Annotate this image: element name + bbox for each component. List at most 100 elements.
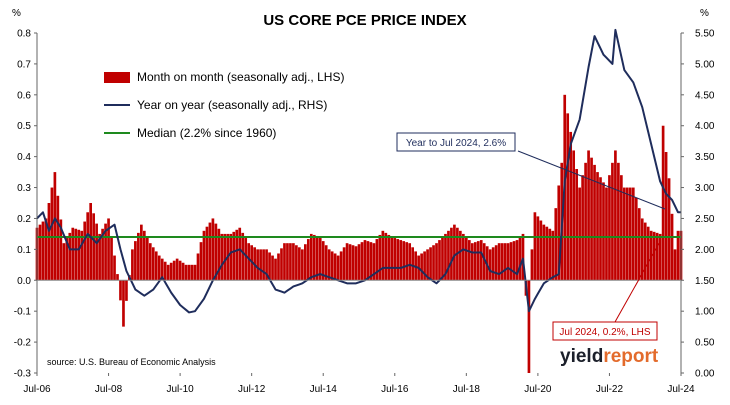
- mom-bars: [35, 94, 683, 373]
- mom-bar: [280, 248, 283, 281]
- mom-bar: [596, 172, 599, 281]
- left-tick-label: 0.7: [17, 59, 31, 70]
- mom-bar: [77, 229, 81, 281]
- mom-bar: [71, 227, 75, 281]
- mom-bar: [363, 240, 367, 281]
- mom-bar: [515, 240, 519, 281]
- mom-bar: [145, 237, 149, 281]
- mom-bar: [482, 243, 486, 281]
- mom-bar: [518, 237, 522, 281]
- callouts: Year to Jul 2024, 2.6% Jul 2024, 0.2%, L…: [396, 132, 666, 341]
- left-tick-label: 0.5: [17, 121, 31, 132]
- mom-bar: [140, 224, 143, 281]
- mom-bar: [506, 243, 510, 281]
- left-tick-label: 0.0: [17, 276, 31, 287]
- logo-part-report: report: [603, 346, 659, 367]
- mom-bar: [608, 175, 611, 281]
- left-tick-label: -0.1: [14, 307, 32, 318]
- mom-bar: [646, 226, 650, 281]
- mom-bar: [366, 241, 370, 281]
- mom-callout-leader: [614, 241, 661, 323]
- mom-bar: [652, 231, 656, 281]
- mom-bar: [178, 260, 182, 281]
- right-tick-label: 1.50: [695, 276, 715, 287]
- logo-part-yield: yield: [560, 346, 603, 367]
- mom-bar: [637, 208, 641, 281]
- mom-bar: [467, 240, 471, 281]
- mom-bar: [503, 243, 507, 281]
- mom-bar: [235, 229, 239, 281]
- mom-bar: [44, 218, 48, 281]
- mom-bar: [92, 213, 95, 281]
- mom-bar: [655, 232, 659, 281]
- mom-bar: [372, 243, 376, 281]
- mom-bar: [473, 242, 477, 281]
- mom-bar: [411, 247, 414, 281]
- mom-bar: [68, 232, 72, 281]
- mom-bar: [575, 169, 578, 281]
- mom-bar: [429, 247, 432, 281]
- mom-bar: [202, 230, 206, 281]
- mom-bar: [494, 245, 498, 281]
- mom-bar: [59, 219, 63, 281]
- mom-bar: [163, 261, 167, 281]
- mom-bar: [626, 187, 629, 281]
- mom-bar: [581, 175, 584, 281]
- mom-bar: [265, 249, 268, 281]
- mom-bar: [643, 222, 647, 281]
- legend-swatch-mom: [104, 72, 130, 83]
- mom-bar: [587, 150, 590, 281]
- mom-bar: [521, 233, 525, 281]
- mom-bar: [41, 221, 45, 281]
- mom-bar: [143, 230, 146, 281]
- mom-bar: [113, 255, 116, 281]
- mom-bar: [605, 187, 608, 281]
- mom-bar: [104, 223, 107, 281]
- mom-bar: [432, 245, 435, 281]
- mom-bar: [220, 233, 224, 281]
- source-note: source: U.S. Bureau of Economic Analysis: [47, 357, 216, 367]
- mom-bar: [187, 264, 191, 281]
- left-tick-label: -0.3: [14, 369, 32, 380]
- mom-bar: [399, 240, 403, 281]
- mom-bar: [318, 237, 322, 281]
- mom-bar: [247, 243, 251, 281]
- mom-bar: [462, 233, 465, 281]
- mom-bar: [530, 249, 534, 281]
- mom-bar: [453, 224, 456, 281]
- mom-bar: [614, 150, 617, 281]
- mom-bar: [649, 230, 653, 281]
- mom-bar: [292, 243, 295, 281]
- mom-bar: [333, 253, 337, 281]
- right-tick-label: 0.50: [695, 338, 715, 349]
- mom-bar: [125, 280, 128, 301]
- mom-bar: [658, 233, 662, 281]
- mom-callout-label: Jul 2024, 0.2%, LHS: [559, 327, 650, 338]
- right-tick-label: 2.50: [695, 214, 715, 225]
- mom-bar: [664, 152, 668, 281]
- x-tick-label: Jul-22: [596, 384, 624, 395]
- mom-bar: [298, 247, 301, 281]
- mom-bar: [402, 241, 406, 281]
- mom-bar: [336, 255, 340, 281]
- mom-bar: [154, 251, 158, 281]
- mom-bar: [539, 220, 543, 281]
- mom-bar: [62, 243, 66, 281]
- axes: -0.3 -0.2 -0.1 0.0 0.1 0.2 0.3 0.4 0.5 0.6 0.7 0.8 0…: [14, 29, 715, 396]
- mom-bar: [315, 235, 319, 281]
- mom-bar: [95, 223, 98, 281]
- mom-bar: [593, 164, 596, 281]
- mom-bar: [545, 226, 549, 281]
- mom-bar: [476, 241, 480, 281]
- mom-bar: [497, 243, 501, 281]
- mom-bar: [193, 264, 197, 281]
- mom-bar: [274, 258, 277, 281]
- mom-bar: [38, 224, 42, 281]
- yoy-callout-box: [396, 132, 516, 152]
- mom-bar: [470, 243, 474, 281]
- yoy-callout-label: Year to Jul 2024, 2.6%: [406, 138, 506, 149]
- mom-bar: [465, 237, 468, 281]
- mom-bar: [378, 234, 382, 281]
- mom-bar: [199, 242, 203, 281]
